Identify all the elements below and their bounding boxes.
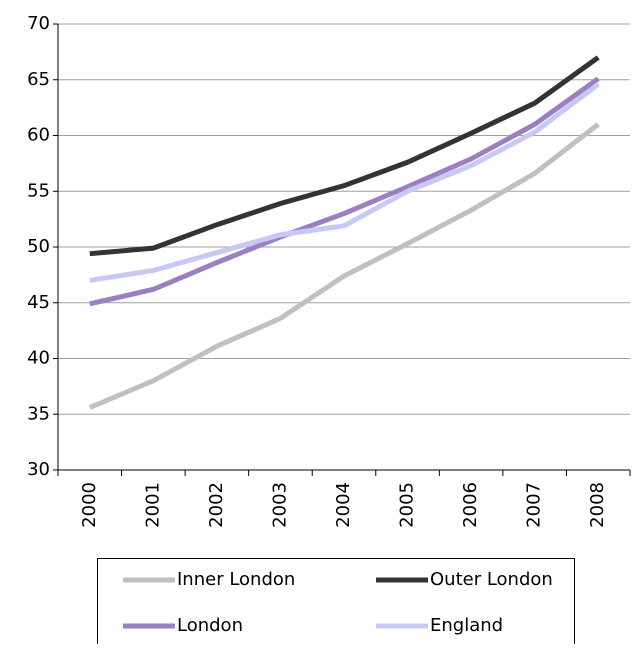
series-line [89,76,600,307]
x-tick-label: 2003 [269,482,290,528]
x-tick-label: 2006 [460,482,481,528]
x-tick-label: 2002 [206,482,227,528]
series-line [88,122,600,410]
y-tick-label: 50 [27,236,50,257]
y-tick-label: 70 [27,13,50,34]
x-tick-label: 2008 [587,482,608,528]
y-tick-label: 45 [27,292,50,313]
legend-label: Inner London [177,569,295,590]
series-line [89,82,600,283]
legend-box [97,558,575,648]
y-tick-label: 35 [27,403,50,424]
y-tick-label: 65 [27,69,50,90]
y-tick-label: 40 [27,348,50,369]
legend-label: England [430,615,503,636]
y-tick-label: 60 [27,125,50,146]
y-tick-label: 55 [27,180,50,201]
x-tick-label: 2004 [333,482,354,528]
x-tick-label: 2005 [397,482,418,528]
legend-label: Outer London [430,569,553,590]
x-tick-label: 2000 [79,482,100,528]
series-line [89,55,600,257]
legend-label: London [177,615,243,636]
y-tick-label: 30 [27,459,50,480]
x-tick-label: 2007 [524,482,545,528]
x-tick-label: 2001 [142,482,163,528]
